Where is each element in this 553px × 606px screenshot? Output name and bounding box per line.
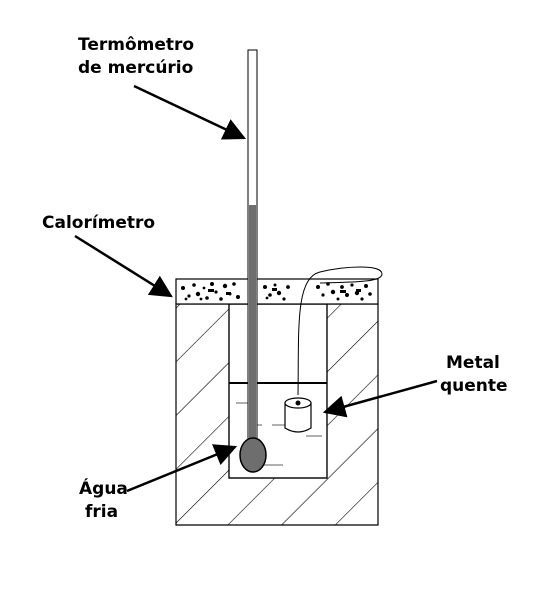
metal-label-line2: quente — [440, 376, 508, 396]
thermometer-arrow — [133, 84, 247, 140]
calorimeter-lid — [175, 278, 379, 305]
calorimeter-insulation — [175, 303, 379, 526]
water-label-line1: Água — [79, 477, 128, 499]
metal-label-line1: Metal — [446, 353, 500, 373]
metal-arrow — [322, 379, 438, 418]
thermometer — [239, 49, 267, 473]
water-label-line2: fria — [85, 502, 118, 522]
thermometer-bulb — [239, 437, 267, 473]
mercury-column — [249, 205, 256, 450]
calorimeter-arrow — [74, 234, 173, 298]
calorimeter-label: Calorímetro — [42, 213, 155, 233]
hot-metal — [284, 266, 383, 433]
water-arrow — [126, 444, 238, 493]
thermometer-label-line1: Termômetro — [78, 35, 194, 55]
thermometer-label-line2: de mercúrio — [78, 58, 193, 78]
